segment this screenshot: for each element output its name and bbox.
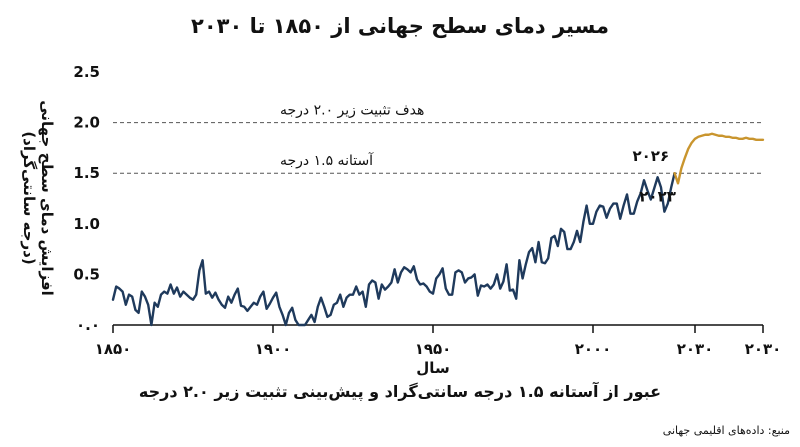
y-axis-label-unit: (درجه سانتی‌گراد): [20, 131, 38, 264]
chart-source: منبع: داده‌های اقلیمی جهانی: [662, 424, 790, 437]
y-tick-label: 1.0: [73, 215, 100, 233]
series-line-projection: [673, 132, 765, 185]
x-tick-label: ۲۰۰۰: [575, 340, 612, 358]
x-axis-label: سال: [416, 359, 449, 377]
annotation-label: ۲۰۲۶: [632, 147, 669, 165]
y-tick-label: 2.0: [73, 114, 100, 132]
chart-title: مسیر دمای سطح جهانی از ۱۸۵۰ تا ۲۰۳۰: [191, 14, 609, 38]
y-tick-label: 2.5: [73, 63, 100, 81]
x-tick-label: ۱۹۵۰: [415, 340, 452, 358]
y-tick-label: 0.5: [73, 265, 100, 283]
x-tick-label: ۱۹۰۰: [255, 340, 292, 358]
annotation-label: ۲۰۲۳: [639, 188, 676, 206]
chart-subtitle: عبور از آستانه ۱.۵ درجه سانتی‌گراد و پیش…: [138, 382, 662, 401]
y-tick-label: ۰.۰: [76, 316, 100, 334]
x-tick-label: ۱۸۵۰: [95, 340, 132, 358]
series-line-observed: [111, 172, 676, 327]
reference-line-label: هدف تثبیت زیر ۲.۰ درجه: [280, 103, 424, 119]
reference-line-label: آستانه ۱.۵ درجه: [280, 152, 374, 169]
y-axis-label: افزایش دمای سطح جهانی: [38, 100, 56, 296]
y-tick-label: 1.5: [73, 164, 100, 182]
x-tick-label: ۲۰۳۰: [677, 340, 714, 358]
x-tick-label: ۲۰۳۰: [745, 340, 782, 358]
